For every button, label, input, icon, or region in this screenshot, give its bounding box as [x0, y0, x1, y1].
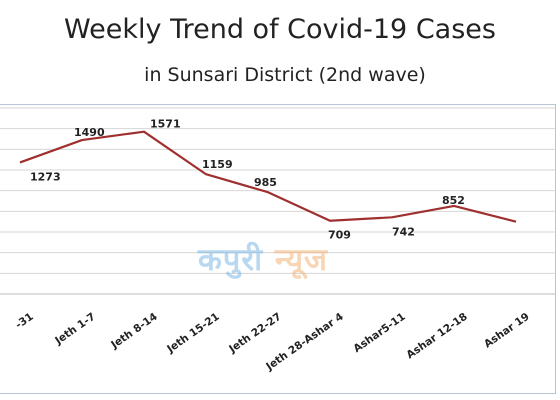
plot-frame [0, 104, 556, 394]
x-tick-label: -31 [13, 311, 35, 332]
x-tick-label: Jeth 8-14 [108, 311, 160, 352]
data-label: 709 [328, 229, 351, 242]
x-tick-label: Jeth 15-21 [164, 311, 221, 356]
data-label: 1273 [30, 170, 61, 183]
chart-subtitle: in Sunsari District (2nd wave) [144, 64, 426, 86]
series-line-group [19, 130, 517, 223]
x-tick-labels: -31 Jeth 1-7 Jeth 8-14 Jeth 15-21 Jeth 22-27… [13, 311, 531, 374]
chart-title: Weekly Trend of Covid-19 Cases [64, 14, 496, 45]
data-label: 852 [442, 194, 465, 207]
data-label: 1159 [202, 158, 233, 171]
x-tick-label: Jeth 1-7 [52, 311, 98, 348]
watermark-part-1: कपुरी [198, 242, 264, 278]
x-tick-label: Ashar 19 [482, 311, 532, 351]
data-label: 1490 [74, 126, 105, 139]
data-label: 742 [392, 225, 415, 238]
watermark: कपुरी न्यूज [198, 238, 328, 280]
x-tick-label: Jeth 22-27 [226, 311, 283, 356]
x-tick-label: Ashar5-11 [351, 311, 407, 355]
x-tick-label: Ashar 12-18 [404, 311, 469, 362]
data-label: 1571 [150, 118, 181, 131]
gridlines [0, 107, 555, 295]
watermark-part-2: न्यूज [274, 242, 329, 278]
data-label: 985 [254, 176, 277, 189]
data-labels: 1273 1490 1571 1159 985 709 742 852 [30, 118, 465, 242]
